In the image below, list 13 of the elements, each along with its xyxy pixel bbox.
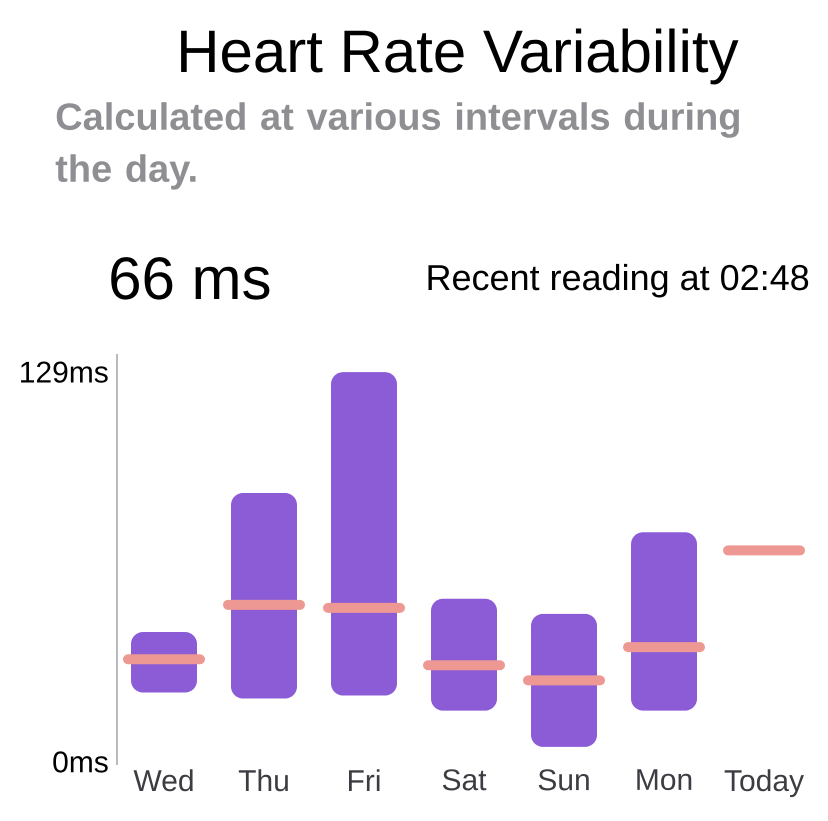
chart-subtitle: Calculated at various intervals during the day. [56,102,739,190]
x-tick-label: Mon [637,769,692,790]
y-tick-label: 129ms [21,362,108,383]
x-tick-label: Sun [538,769,589,790]
text: Recent reading at 02:48 [428,264,808,298]
x-tick-label: Thu [238,769,288,792]
text: 66 ms [111,257,270,300]
x-tick-label: Wed [134,769,193,792]
chart-title: Heart Rate Variability [181,28,738,84]
x-tick-label: Sat [442,769,486,790]
y-tick-label: 0ms [53,751,108,773]
x-tick-label: Fri [348,769,380,791]
x-tick-label: Today [724,769,804,798]
